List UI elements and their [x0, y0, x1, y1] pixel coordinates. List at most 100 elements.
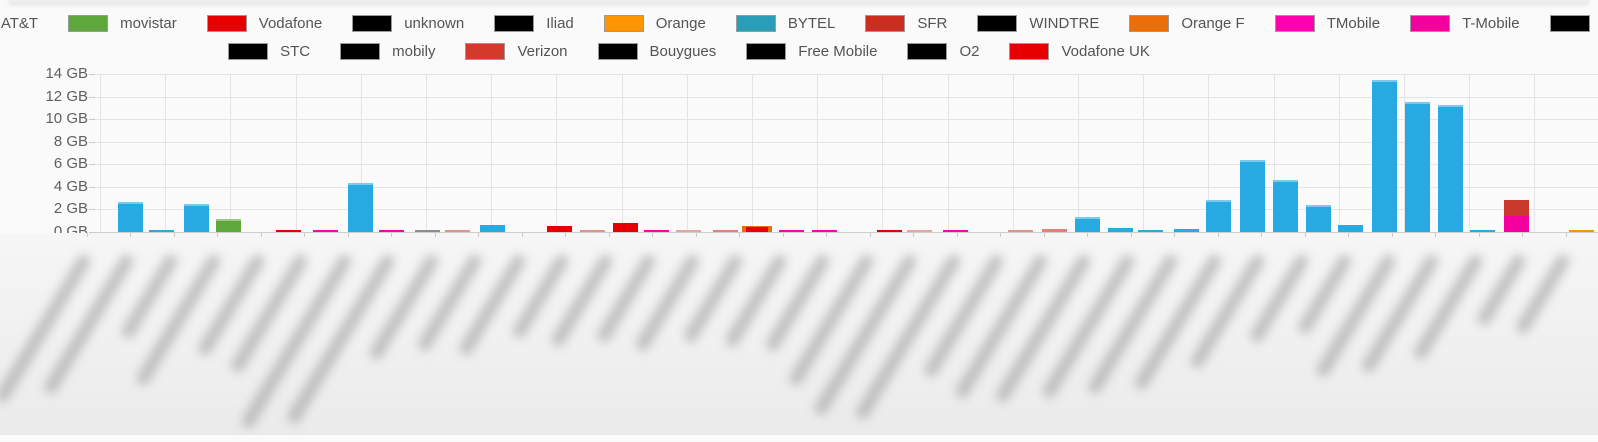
bar-orange: [1568, 230, 1594, 232]
legend-swatch: [352, 15, 393, 32]
y-axis-tick: [89, 209, 95, 211]
bar-segment-t-mobile: [1503, 215, 1529, 232]
bar-verizon: [1041, 229, 1067, 232]
x-axis-tick: [696, 233, 697, 237]
legend-item-iliad[interactable]: Iliad: [494, 15, 574, 32]
legend-item-movistar[interactable]: movistar: [68, 15, 177, 32]
legend-swatch: [68, 15, 109, 32]
horizontal-gridline: [95, 209, 1598, 211]
legend-swatch: [465, 43, 506, 60]
x-axis-label-blurred: [1475, 252, 1528, 328]
bar-at-t: [1404, 101, 1430, 232]
legend-item-at-t[interactable]: AT&T: [0, 15, 38, 32]
x-axis-tick: [1348, 233, 1349, 237]
legend-item-unknown[interactable]: unknown: [352, 15, 464, 32]
legend-item-t-mobile[interactable]: T-Mobile: [1410, 15, 1520, 32]
x-axis-tick: [1435, 233, 1436, 237]
legend-item-verizon[interactable]: Verizon: [465, 43, 568, 60]
legend-item-orange-f[interactable]: Orange F: [1129, 15, 1245, 32]
legend-item-vodafone[interactable]: Vodafone: [206, 15, 322, 32]
legend-row-2: STC mobily Verizon Bouygues Free Mobile O2 Vod…: [0, 39, 1488, 64]
horizontal-gridline: [95, 164, 1598, 166]
x-axis-label-blurred: [993, 252, 1093, 405]
bar-verizon: [906, 230, 932, 232]
vertical-gridline: [165, 74, 167, 232]
x-axis-tick: [130, 233, 131, 237]
legend-item-o2[interactable]: O2: [907, 43, 979, 60]
legend-item-tmobile[interactable]: TMobile: [1274, 15, 1380, 32]
legend-item-sfr[interactable]: SFR: [865, 15, 947, 32]
legend-swatch: [340, 43, 381, 60]
x-axis-line: [95, 232, 1598, 233]
x-axis-tick: [1479, 233, 1480, 237]
vertical-gridline: [556, 74, 558, 232]
legend-item-stc[interactable]: STC: [228, 43, 310, 60]
y-axis-tick: [89, 96, 95, 98]
vertical-gridline: [360, 74, 362, 232]
legend-item-orange[interactable]: Orange: [603, 15, 706, 32]
x-axis-tick: [217, 233, 218, 237]
x-axis-label-blurred: [1040, 252, 1137, 401]
x-axis-label-blurred: [42, 252, 136, 396]
legend-item-bouygues[interactable]: Bouygues: [597, 43, 717, 60]
x-axis-tick: [783, 233, 784, 237]
legend-swatch: [865, 15, 906, 32]
chart-area: 14 GB 12 GB 10 GB 8 GB 6 GB 4 GB 2 GB 0 GB: [45, 65, 1598, 240]
legend-swatch: [907, 43, 948, 60]
bar-tmobile: [811, 230, 837, 232]
legend-label: Orange: [655, 15, 706, 32]
legend-item-free-mobile[interactable]: Free Mobile: [746, 43, 877, 60]
x-axis-label-blurred: [1188, 252, 1267, 371]
horizontal-gridline: [95, 141, 1598, 143]
bar-at-t: [479, 225, 505, 232]
bar-at-t: [1205, 200, 1231, 232]
legend-label: SFR: [917, 15, 948, 32]
x-axis-tick: [1566, 233, 1567, 237]
vertical-gridline: [100, 74, 101, 232]
x-axis-tick: [1131, 233, 1132, 237]
legend-label: T-Mobile: [1462, 15, 1520, 32]
x-axis-tick: [1174, 233, 1175, 237]
bar-at-t: [1137, 230, 1163, 232]
legend-item-bytel[interactable]: BYTEL: [735, 15, 835, 32]
vertical-gridline: [1338, 74, 1340, 232]
legend-label: Bouygues: [649, 43, 717, 60]
y-axis-tick-label: 8 GB: [53, 132, 88, 150]
bar-tmobile: [312, 230, 338, 232]
x-axis-label-blurred: [1314, 252, 1398, 379]
x-axis-tick: [1000, 233, 1001, 237]
legend-item-mobinil[interactable]: Mobinil: [1549, 15, 1598, 32]
y-axis-tick: [89, 232, 95, 233]
vertical-gridline: [947, 74, 949, 232]
legend-label: mobily: [392, 43, 436, 60]
y-axis-tick-label: 10 GB: [45, 110, 88, 128]
x-axis-tick: [1305, 233, 1306, 237]
chart-legend: AT&T movistar Vodafone unknown Iliad Orange BY…: [0, 11, 1598, 67]
x-axis-tick: [348, 233, 349, 237]
vertical-gridline: [230, 74, 232, 232]
legend-label: movistar: [120, 15, 177, 32]
legend-swatch: [228, 43, 269, 60]
y-axis-tick-label: 12 GB: [45, 87, 88, 105]
x-axis-label-blurred: [922, 252, 1006, 379]
bar-tmobile: [942, 230, 968, 232]
x-axis-tick: [652, 233, 653, 237]
horizontal-gridline: [95, 96, 1598, 98]
x-axis-tick: [609, 233, 610, 237]
bar-verizon: [579, 229, 605, 232]
y-axis-tick-label: 4 GB: [53, 177, 88, 195]
legend-item-mobily[interactable]: mobily: [340, 43, 435, 60]
legend-item-vodafone-uk[interactable]: Vodafone UK: [1009, 43, 1150, 60]
legend-item-windtre[interactable]: WINDTRE: [977, 15, 1099, 32]
x-axis-tick: [478, 233, 479, 237]
bar-verizon: [675, 230, 701, 232]
vertical-gridline: [817, 74, 819, 232]
x-axis-tick: [1392, 233, 1393, 237]
legend-label: Orange F: [1181, 15, 1245, 32]
x-axis-tick: [174, 233, 175, 237]
legend-label: Verizon: [517, 43, 568, 60]
vertical-gridline: [1534, 74, 1536, 232]
legend-label: Vodafone UK: [1061, 43, 1150, 60]
bar-at-t: [148, 229, 174, 232]
vertical-gridline: [491, 74, 493, 232]
